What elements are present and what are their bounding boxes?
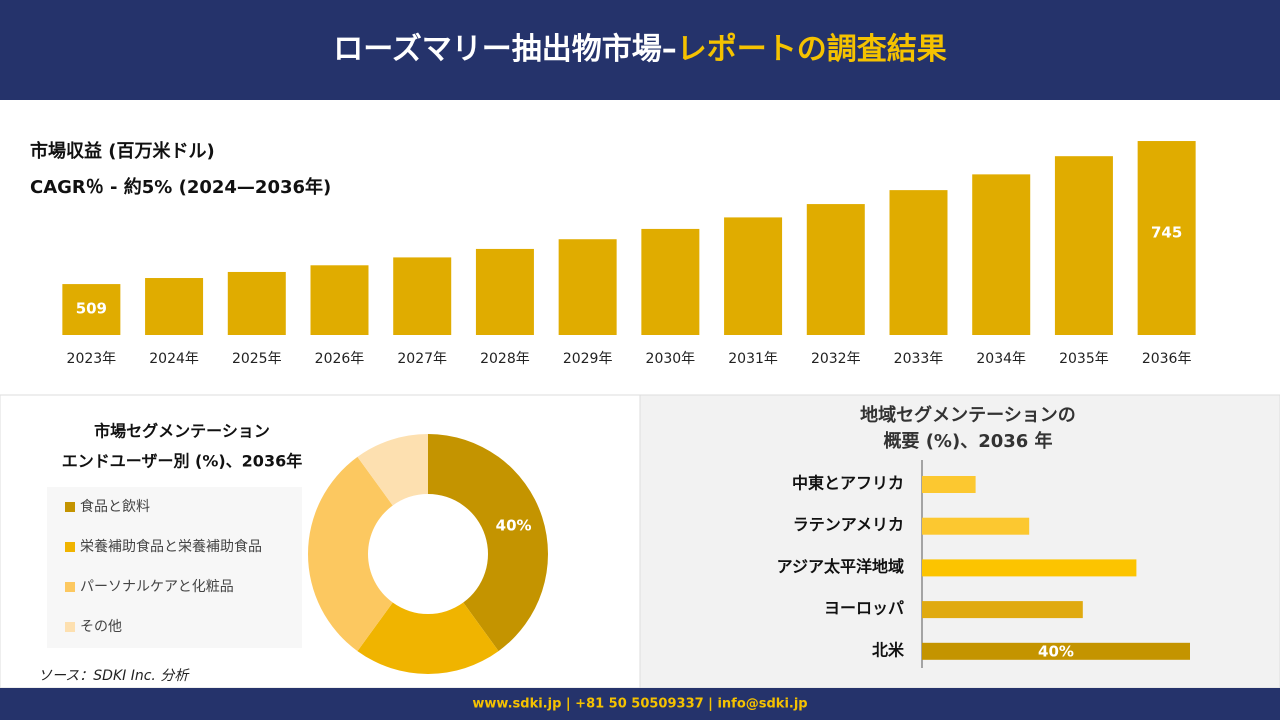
bar [145, 278, 204, 335]
donut-segment [357, 434, 428, 506]
region-title: 地域セグメンテーションの [860, 404, 1076, 426]
x-tick-label: 2032年 [811, 351, 861, 367]
donut-subtitle: エンドユーザー別 (%)、2036年 [62, 452, 302, 471]
donut-segment [357, 602, 499, 674]
bar [1054, 156, 1113, 335]
bar [922, 517, 1030, 535]
bar [806, 204, 865, 335]
bar [1137, 141, 1196, 335]
title-main: ローズマリー抽出物市場– [333, 32, 677, 67]
y-tick-label: 北米 [872, 640, 905, 659]
legend-swatch [65, 542, 75, 552]
bar-chart-title: 市場収益 (百万米ドル) [30, 140, 215, 162]
y-tick-label: ヨーロッパ [824, 599, 904, 618]
y-tick-label: ラテンアメリカ [793, 515, 904, 534]
bar [922, 559, 1137, 577]
x-tick-label: 2030年 [646, 351, 696, 367]
data-label: 40% [496, 517, 532, 535]
region-subtitle: 概要 (%)、2036 年 [883, 430, 1052, 452]
donut-segment [428, 434, 548, 652]
x-tick-label: 2025年 [232, 351, 282, 367]
x-tick-label: 2035年 [1059, 351, 1109, 367]
legend-label: パーソナルケアと化粧品 [80, 579, 234, 595]
x-tick-label: 2033年 [894, 351, 944, 367]
bar [889, 190, 948, 335]
bar [972, 174, 1031, 335]
bar [922, 476, 976, 493]
x-tick-label: 2028年 [480, 351, 530, 367]
y-tick-label: 中東とアフリカ [792, 474, 904, 493]
x-tick-label: 2023年 [67, 351, 117, 367]
legend-box [47, 487, 302, 648]
footer-text: www.sdki.jp | +81 50 50509337 | info@sdk… [472, 697, 807, 712]
x-tick-label: 2036年 [1142, 351, 1192, 367]
legend-label: 栄養補助食品と栄養補助食品 [80, 538, 262, 555]
data-label: 509 [76, 300, 107, 318]
data-label: 40% [1038, 642, 1074, 660]
bar [62, 284, 121, 335]
legend-swatch [65, 622, 75, 632]
source-note: ソース：SDKI Inc. 分析 [38, 668, 190, 684]
bar [922, 642, 1190, 660]
legend-label: その他 [80, 619, 122, 635]
donut-segment [308, 456, 393, 652]
bar [310, 265, 369, 335]
header-band [0, 0, 1280, 100]
data-label: 745 [1151, 224, 1182, 242]
x-tick-label: 2031年 [728, 351, 778, 367]
legend-swatch [65, 502, 75, 512]
bar [558, 239, 617, 335]
x-tick-label: 2026年 [315, 351, 365, 367]
y-tick-label: アジア太平洋地域 [777, 557, 904, 576]
donut-title: 市場セグメンテーション [94, 422, 270, 441]
x-tick-label: 2034年 [976, 351, 1026, 367]
x-tick-label: 2024年 [149, 351, 199, 367]
legend-swatch [65, 582, 75, 592]
bar [227, 271, 286, 335]
bar [393, 257, 452, 335]
x-tick-label: 2029年 [563, 351, 613, 367]
bar [922, 601, 1083, 619]
bar [475, 248, 534, 335]
legend-label: 食品と飲料 [80, 498, 150, 515]
footer-band [0, 688, 1280, 720]
x-tick-label: 2027年 [397, 351, 447, 367]
header-title: ローズマリー抽出物市場–レポートの調査結果 [333, 32, 947, 67]
title-accent: レポートの調査結果 [677, 32, 947, 67]
bar [641, 228, 700, 335]
bar [724, 217, 783, 335]
bar-chart-subtitle: CAGR％ - 約5% (2024—2036年) [30, 176, 331, 198]
